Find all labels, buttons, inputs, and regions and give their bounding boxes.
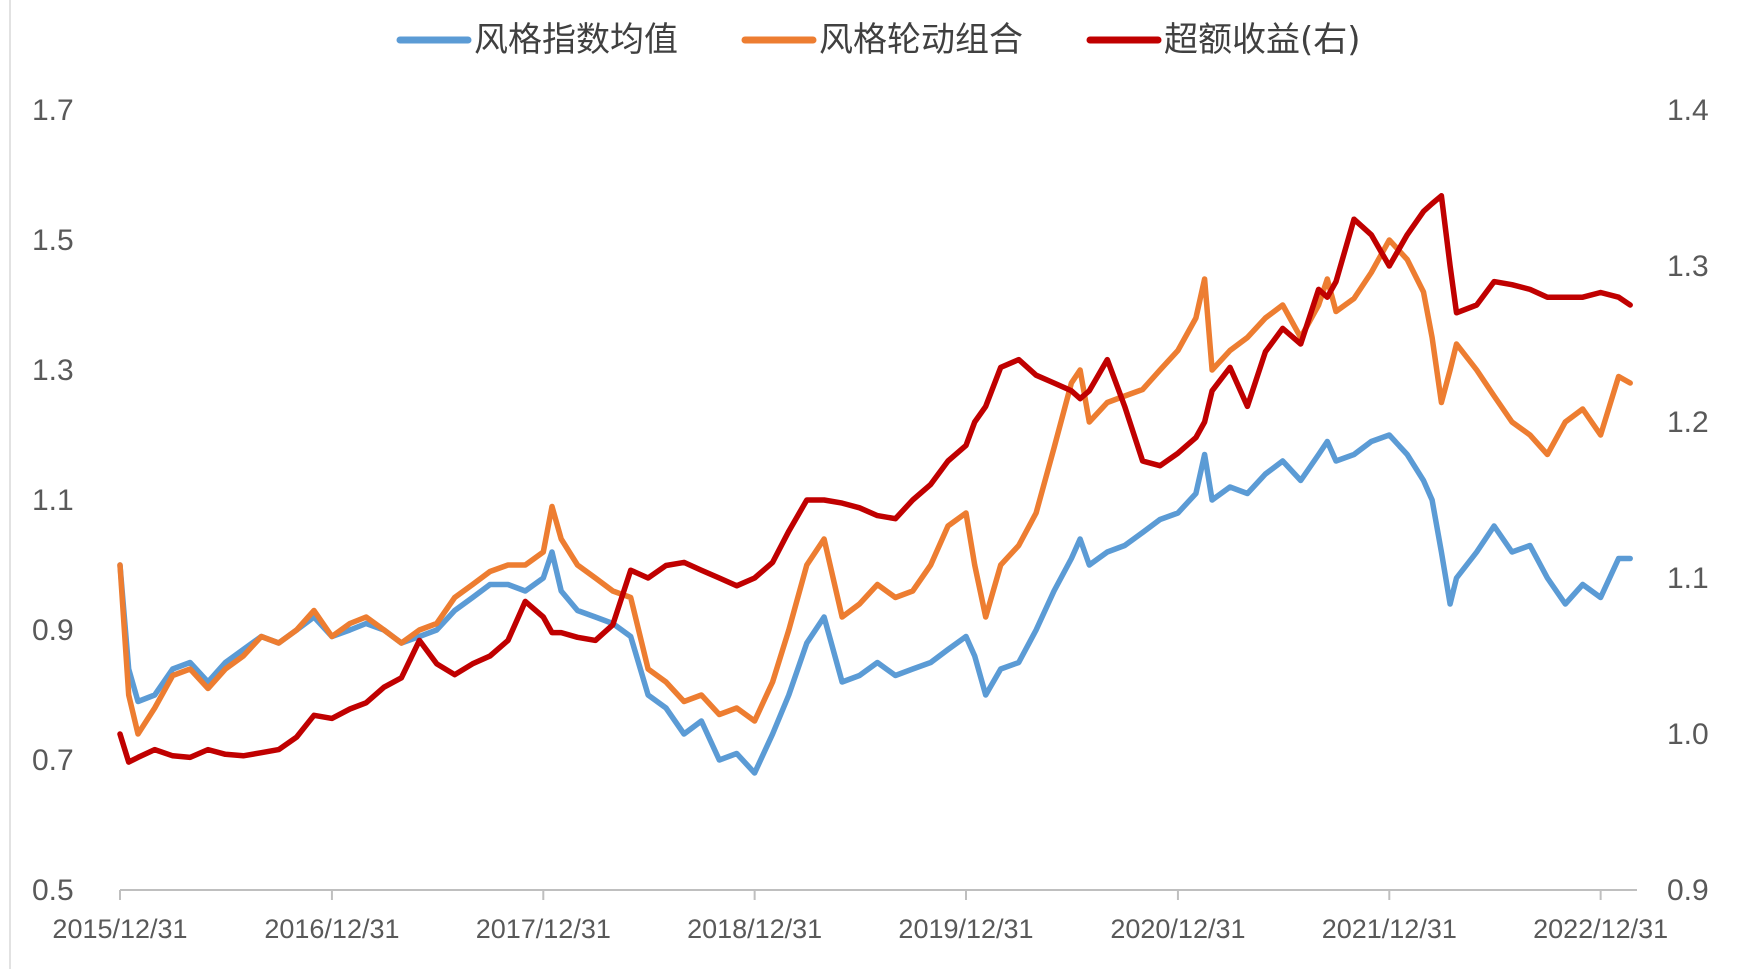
x-tick-label: 2016/12/31 xyxy=(264,914,399,944)
y-left-tick-label: 1.7 xyxy=(32,94,74,127)
y-left-tick-label: 1.1 xyxy=(32,484,74,517)
x-tick-label: 2021/12/31 xyxy=(1322,914,1457,944)
y-left-tick-label: 1.5 xyxy=(32,224,74,257)
legend: 风格指数均值 风格轮动组合 超额收益(右) xyxy=(396,20,1361,60)
y-right-tick-label: 1.1 xyxy=(1667,562,1709,595)
legend-label-2: 风格轮动组合 xyxy=(819,20,1023,60)
y-axis-right: 0.9 1.0 1.1 1.2 1.3 1.4 xyxy=(1667,94,1709,907)
legend-label-1: 风格指数均值 xyxy=(474,20,678,60)
y-right-tick-label: 1.4 xyxy=(1667,94,1709,127)
y-axis-left: 0.5 0.7 0.9 1.1 1.3 1.5 1.7 xyxy=(32,94,74,907)
legend-label-3: 超额收益(右) xyxy=(1164,20,1361,60)
plot-area xyxy=(117,193,1633,776)
x-tick-label: 2018/12/31 xyxy=(687,914,822,944)
y-right-tick-label: 1.2 xyxy=(1667,406,1709,439)
y-right-tick-label: 1.3 xyxy=(1667,250,1709,283)
y-right-tick-label: 0.9 xyxy=(1667,874,1709,907)
series-line-3 xyxy=(117,193,1633,765)
y-left-tick-label: 1.3 xyxy=(32,354,74,387)
y-right-tick-label: 1.0 xyxy=(1667,718,1709,751)
x-tick-label: 2020/12/31 xyxy=(1110,914,1245,944)
x-tick-label: 2017/12/31 xyxy=(476,914,611,944)
y-left-tick-label: 0.5 xyxy=(32,874,74,907)
x-axis: 2015/12/31 2016/12/31 2017/12/31 2018/12/31… xyxy=(52,889,1668,944)
x-tick-label: 2015/12/31 xyxy=(52,914,187,944)
x-tick-label: 2022/12/31 xyxy=(1533,914,1668,944)
x-tick-label: 2019/12/31 xyxy=(898,914,1033,944)
series-line-2 xyxy=(117,237,1633,737)
y-left-tick-label: 0.7 xyxy=(32,744,74,777)
y-left-tick-label: 0.9 xyxy=(32,614,74,647)
